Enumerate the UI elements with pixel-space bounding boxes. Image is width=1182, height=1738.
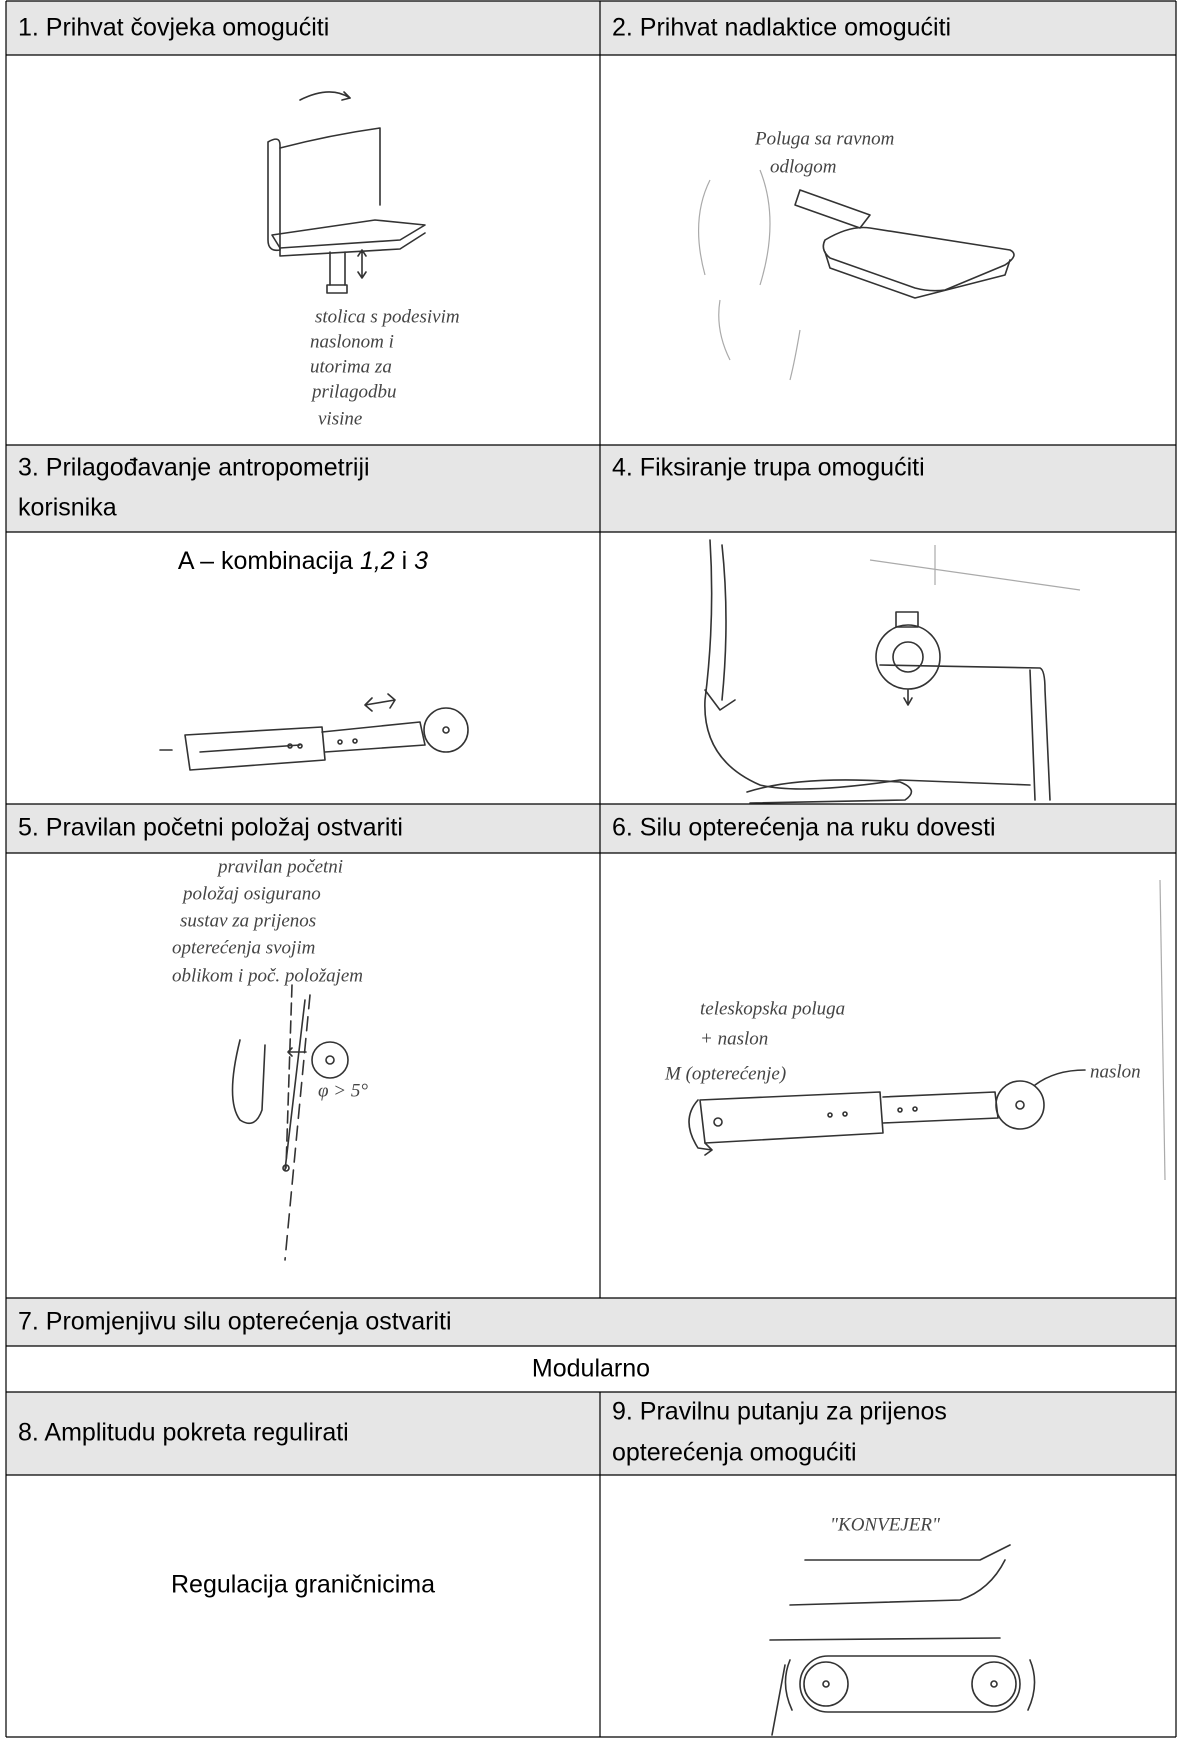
sketch-lever-load bbox=[688, 1069, 1086, 1156]
header-row bbox=[6, 1392, 1176, 1475]
cell-title: 1. Prihvat čovjeka omogućiti bbox=[18, 14, 329, 42]
header-row bbox=[6, 1298, 1176, 1346]
cell-title: 8. Amplitudu pokreta regulirati bbox=[18, 1419, 349, 1447]
cell-title: 9. Pravilnu putanju za prijenos bbox=[612, 1398, 947, 1426]
handwritten-note: visine bbox=[318, 408, 362, 429]
text-part: A – kombinacija bbox=[178, 547, 360, 575]
cell-title: 5. Pravilan početni položaj ostvariti bbox=[18, 814, 403, 842]
text-part: 1,2 bbox=[360, 547, 395, 575]
cell-title: korisnika bbox=[18, 494, 117, 522]
sketch-background bbox=[1159, 879, 1166, 1181]
moment-label: M (opterećenje) bbox=[664, 1063, 786, 1084]
handwritten-note: odlogom bbox=[770, 156, 837, 177]
handwritten-note: + naslon bbox=[700, 1028, 768, 1049]
handwritten-note: utorima za bbox=[310, 356, 392, 377]
sketch-posture bbox=[231, 984, 349, 1261]
handwritten-note: položaj osigurano bbox=[181, 883, 321, 904]
sketch-lever bbox=[698, 169, 1015, 381]
cell-text: Regulacija graničnicima bbox=[171, 1571, 435, 1599]
handwritten-note: sustav za prijenos bbox=[180, 910, 316, 931]
handwritten-note: stolica s podesivim bbox=[315, 306, 460, 327]
text-part: 3 bbox=[414, 547, 428, 575]
table-grid bbox=[5, 0, 1177, 1738]
cell-title: Modularno bbox=[532, 1355, 650, 1383]
handwritten-note: Poluga sa ravnom bbox=[754, 128, 894, 149]
sketch-telescopic bbox=[159, 693, 469, 771]
text-part: i bbox=[395, 547, 414, 575]
handwritten-note: prilagodbu bbox=[310, 381, 396, 402]
sketch-trunk bbox=[704, 539, 1051, 804]
support-label: naslon bbox=[1090, 1061, 1141, 1082]
cell-title: 4. Fiksiranje trupa omogućiti bbox=[612, 454, 925, 482]
cell-title: 3. Prilagođavanje antropometriji bbox=[18, 454, 370, 482]
header-row bbox=[6, 1, 1176, 55]
header-row bbox=[6, 445, 1176, 532]
cell-title: 2. Prihvat nadlaktice omogućiti bbox=[612, 14, 951, 42]
cell-text: A – kombinacija 1,2 i 3 bbox=[178, 547, 428, 575]
cell-title: 7. Promjenjivu silu opterećenja ostvarit… bbox=[18, 1308, 452, 1336]
handwritten-note: "KONVEJER" bbox=[830, 1514, 941, 1535]
sketch-chair bbox=[267, 91, 426, 294]
sketch-conveyor bbox=[769, 1544, 1036, 1736]
sketch-background bbox=[869, 545, 1081, 591]
header-row bbox=[6, 804, 1176, 853]
handwritten-note: teleskopska poluga bbox=[700, 998, 845, 1019]
handwritten-note: naslonom i bbox=[310, 331, 394, 352]
angle-label: φ > 5° bbox=[318, 1080, 368, 1101]
cell-title: opterećenja omogućiti bbox=[612, 1439, 857, 1467]
handwritten-note: opterećenja svojim bbox=[172, 937, 315, 958]
cell-title: 6. Silu opterećenja na ruku dovesti bbox=[612, 814, 996, 842]
handwritten-note: oblikom i poč. položajem bbox=[172, 965, 363, 986]
handwritten-note: pravilan početni bbox=[216, 856, 343, 877]
